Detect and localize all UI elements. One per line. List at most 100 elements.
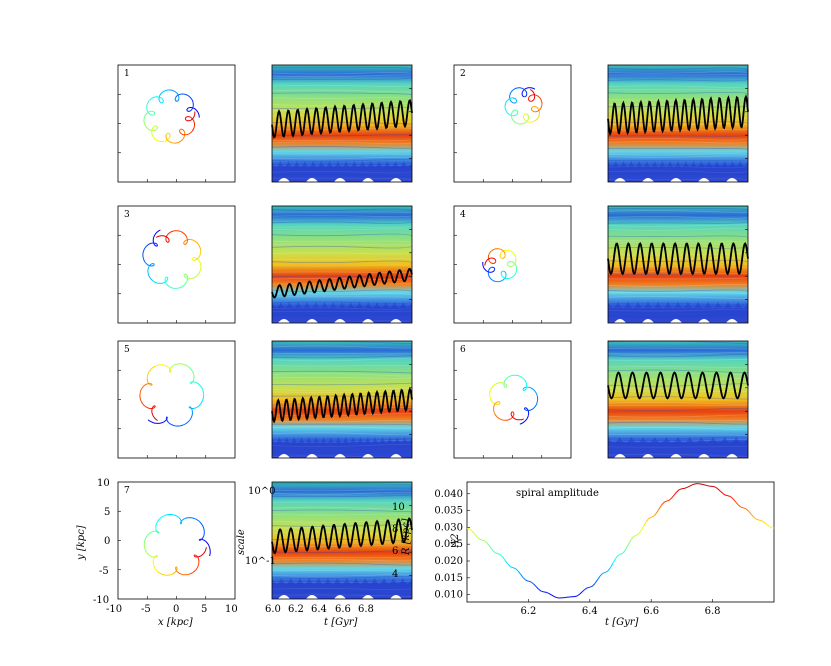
- heatmap-band: [607, 137, 749, 141]
- orbit-segment: [194, 396, 204, 409]
- orbit-segment: [188, 406, 195, 409]
- amplitude-line-segment: [482, 539, 486, 542]
- amplitude-line-segment: [535, 586, 539, 590]
- heatmap-band: [271, 443, 413, 447]
- heatmap-band: [607, 401, 749, 405]
- heatmap-notch: [726, 454, 738, 458]
- orbit-segment: [144, 261, 155, 267]
- heatmap-band: [607, 390, 749, 392]
- heatmap-band: [607, 216, 749, 219]
- orbit-segment: [176, 571, 191, 576]
- orbit-segment: [526, 113, 530, 122]
- heatmap-band: [271, 251, 413, 255]
- heatmap-band: [271, 364, 413, 367]
- orbit-segment: [183, 237, 188, 245]
- amplitude-line-segment: [768, 525, 772, 528]
- orbit-segment: [149, 96, 164, 101]
- orbit-segment: [188, 269, 202, 280]
- heatmap-band: [271, 296, 413, 298]
- heatmap-band: [271, 437, 413, 440]
- orbit-segment: [151, 408, 158, 421]
- amplitude-line-segment: [737, 504, 742, 508]
- y-tick-label: 0.035: [434, 506, 463, 517]
- heatmap-band: [271, 387, 413, 391]
- amplitude-line-segment: [484, 540, 488, 544]
- heatmap-band: [272, 66, 413, 70]
- y-axis-label-left: scale: [236, 529, 247, 555]
- y-tick-label: 0.025: [434, 539, 463, 550]
- heatmap-notch: [362, 178, 374, 182]
- heatmap-band: [271, 138, 413, 142]
- amplitude-line-segment: [735, 501, 739, 506]
- amplitude-line-segment: [676, 489, 680, 493]
- heatmap-band: [607, 98, 749, 101]
- x-tick-label: 6.6: [643, 606, 659, 617]
- x-tick-label: 0: [173, 604, 179, 615]
- amplitude-line-segment: [479, 538, 483, 541]
- orbit-segment: [165, 230, 174, 241]
- orbit-segment: [482, 261, 488, 272]
- heatmap-frame: [607, 340, 749, 459]
- amplitude-line-segment: [638, 530, 642, 535]
- orbit-segment: [139, 383, 148, 395]
- orbit-segment: [184, 116, 191, 122]
- orbit-panel-3: 3: [117, 205, 236, 324]
- heatmap-frame: [271, 481, 413, 600]
- y-axis-label: y [kpc]: [76, 525, 87, 561]
- orbit-segment: [503, 270, 507, 278]
- x-tick-label: 5: [201, 604, 207, 615]
- orbit-segment: [511, 259, 517, 267]
- heatmap-band: [607, 273, 749, 277]
- amplitude-line-segment: [520, 574, 524, 579]
- orbit-segment: [507, 261, 514, 264]
- amplitude-line-segment: [643, 521, 647, 527]
- orbit-segment: [165, 132, 171, 138]
- heatmap-notch: [642, 319, 654, 323]
- amplitude-line-segment: [625, 544, 629, 550]
- orbit-segment: [504, 106, 513, 117]
- y-tick-label-right: 10: [392, 502, 405, 513]
- orbit-segment: [165, 134, 176, 144]
- orbit-segment: [508, 271, 517, 279]
- orbit-panel-5: 5: [117, 340, 236, 459]
- amplitude-line-segment: [522, 577, 527, 581]
- amplitude-line-segment: [666, 499, 670, 502]
- radius-curve: [607, 94, 749, 137]
- orbit-segment: [205, 540, 211, 557]
- heatmap-band: [271, 355, 413, 359]
- heatmap-notch: [726, 178, 738, 182]
- orbit-segment: [189, 96, 194, 112]
- amplitude-line-segment: [717, 488, 721, 492]
- heatmap-notch: [670, 178, 682, 182]
- heatmap-band: [607, 386, 749, 390]
- amplitude-line-segment: [553, 595, 557, 599]
- x-tick-label: 6.2: [520, 606, 536, 617]
- orbit-segment: [197, 382, 205, 398]
- orbit-segment: [509, 99, 517, 104]
- heatmap-band: [271, 74, 413, 78]
- amplitude-line-segment: [771, 527, 775, 529]
- heatmap-panel-5: [271, 340, 413, 459]
- orbit-segment: [143, 120, 155, 132]
- heatmap-band: [271, 271, 413, 273]
- heatmap-panel-6: [607, 340, 749, 459]
- orbit-segment: [524, 90, 528, 98]
- heatmap-notch: [614, 319, 626, 323]
- amplitude-line-segment: [528, 580, 532, 583]
- orbit-segment: [179, 518, 182, 525]
- orbit-segment: [155, 364, 170, 369]
- amplitude-line-segment: [576, 593, 580, 597]
- heatmap-band: [607, 91, 749, 95]
- amplitude-line-segment: [748, 510, 752, 515]
- heatmap-notch: [362, 595, 374, 599]
- amplitude-line-segment: [686, 485, 690, 488]
- orbit-segment: [504, 383, 508, 388]
- orbit-segment: [494, 401, 501, 404]
- orbit-segment: [158, 89, 169, 101]
- orbit-segment: [155, 514, 166, 527]
- orbit-segment: [175, 566, 178, 572]
- radius-curve: [271, 98, 413, 139]
- orbit-segment: [510, 411, 514, 418]
- orbit-segment: [495, 277, 506, 283]
- x-tick-label: 6.4: [582, 606, 598, 617]
